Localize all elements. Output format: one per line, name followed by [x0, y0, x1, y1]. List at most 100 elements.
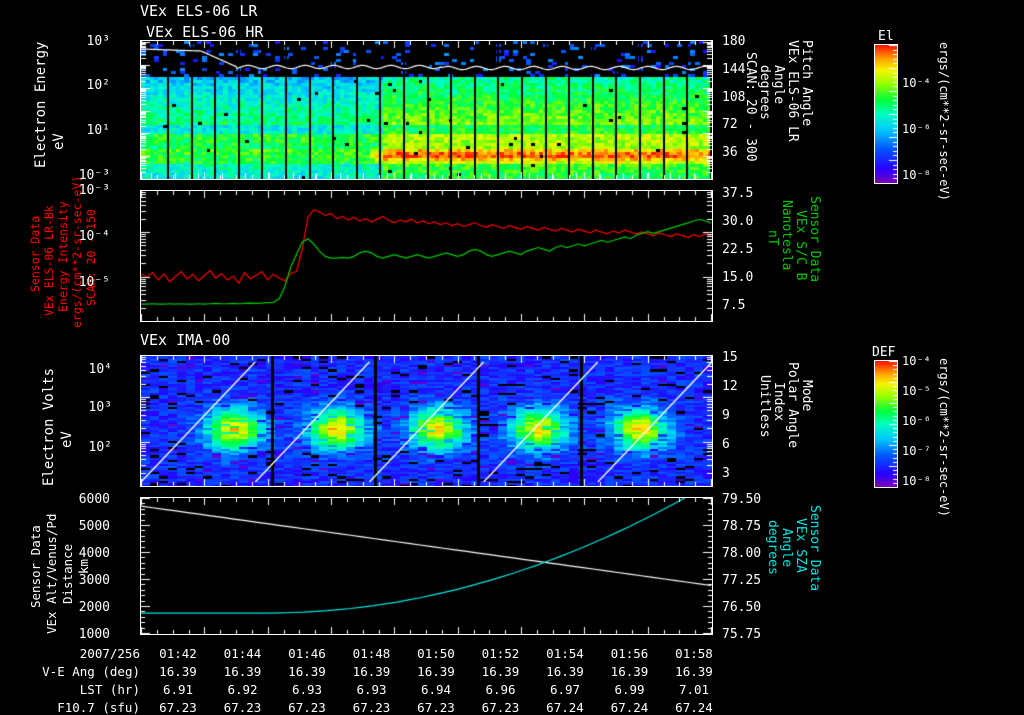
bottom-cell-time-5: 01:52	[481, 646, 520, 661]
panel2-right-label-1: Sensor Data	[807, 196, 822, 283]
panel2-rytick-2: 22.5	[722, 242, 754, 257]
panel3-spectrogram[interactable]	[140, 355, 713, 487]
bottom-cell-ve-ang-4: 16.39	[417, 664, 455, 679]
bottom-cell-lst-4: 6.94	[420, 682, 452, 697]
panel3-rytick-3: 6	[722, 437, 730, 452]
panel4-lineplot[interactable]	[140, 497, 713, 635]
panel2-right-label-2: VEx S/C B	[793, 210, 808, 281]
bottom-cell-time-6: 01:54	[546, 646, 584, 661]
panel3-right-label-1: Mode	[799, 380, 814, 412]
bottom-cell-ve-ang-2: 16.39	[288, 664, 326, 679]
panel3-rytick-2: 9	[722, 408, 730, 423]
panel1-ytick-2: 10¹	[86, 123, 110, 138]
panel1-right-label-5: SCAN: 20 - 300	[743, 52, 758, 162]
panel3-ytick-0: 10⁴	[88, 362, 112, 377]
bottom-cell-ve-ang-6: 16.39	[546, 664, 584, 679]
colorbar2-gradient	[874, 360, 898, 488]
panel2-rytick-1: 30.0	[722, 214, 754, 229]
panel4-ytick-4: 2000	[78, 600, 110, 615]
panel1-title-lr: VEx ELS-06 LR	[140, 2, 258, 20]
panel4-right-label-3: Angle	[779, 528, 794, 568]
panel4-rytick-0: 79.50	[722, 492, 762, 507]
panel3-y-axis-label: Electron Volts	[41, 367, 57, 486]
colorbar2-tick-4: 10⁻⁸	[902, 474, 931, 488]
bottom-cell-ve-ang-7: 16.39	[610, 664, 649, 679]
colorbar2-tick-0: 10⁻⁴	[902, 354, 931, 368]
panel4-ytick-2: 4000	[78, 546, 110, 561]
panel3-ytick-2: 10²	[88, 440, 112, 455]
bottom-cell-lst-8: 7.01	[678, 682, 710, 697]
panel3-right-label-2: Polar Angle	[785, 362, 800, 449]
bottom-row-label-0: 2007/256	[79, 646, 140, 661]
bottom-cell-lst-7: 6.99	[614, 682, 645, 697]
bottom-cell-ve-ang-8: 16.39	[675, 664, 713, 679]
panel4-left-label-1: Sensor Data	[28, 525, 43, 608]
panel2-rytick-0: 37.5	[722, 186, 754, 201]
panel3-rytick-1: 12	[722, 379, 738, 394]
panel2-ytick-1: 10⁻⁴	[78, 229, 110, 244]
panel2-ytick-2: 10⁻⁵	[78, 275, 110, 290]
bottom-cell-time-1: 01:44	[223, 646, 262, 661]
panel1-right-label-4: degrees	[757, 65, 772, 120]
panel3-right-label-4: Unitless	[757, 375, 772, 438]
bottom-cell-lst-2: 6.93	[291, 682, 323, 697]
colorbar2-tick-1: 10⁻⁵	[902, 384, 931, 398]
panel1-rytick-4: 36	[722, 145, 738, 160]
bottom-cell-ve-ang-3: 16.39	[352, 664, 391, 679]
bottom-cell-lst-1: 6.92	[227, 682, 258, 697]
panel2-lineplot[interactable]	[140, 190, 713, 322]
panel1-ytick-3: 10⁻³	[78, 168, 110, 183]
colorbar2-tick-3: 10⁻⁷	[902, 444, 931, 458]
panel4-ytick-5: 1000	[78, 627, 110, 642]
panel4-right-label-2: VEx SZA	[793, 518, 808, 573]
panel2-left-label-1: Sensor Data	[28, 215, 42, 292]
panel1-spectrogram[interactable]	[140, 40, 713, 180]
colorbar1-gradient	[874, 44, 898, 184]
panel4-rytick-2: 78.00	[722, 546, 762, 561]
panel1-y-axis-units: eV	[51, 133, 67, 150]
bottom-row-label-2: LST (hr)	[79, 682, 140, 697]
bottom-cell-lst-3: 6.93	[356, 682, 387, 697]
panel2-left-label-2: VEx ELS-06 LR-Bk	[42, 205, 56, 316]
panel2-rytick-4: 7.5	[722, 298, 746, 313]
panel1-rytick-2: 108	[722, 90, 746, 105]
colorbar1-tick-1: 10⁻⁶	[902, 122, 931, 136]
panel4-ytick-0: 6000	[78, 492, 110, 507]
bottom-cell-time-7: 01:56	[610, 646, 649, 661]
colorbar2-title: DEF	[872, 345, 896, 360]
panel1-ytick-0: 10³	[86, 34, 110, 49]
panel1-rytick-3: 72	[722, 117, 738, 132]
panel3-ytick-1: 10³	[88, 400, 112, 415]
bottom-cell-time-0: 01:42	[159, 646, 197, 661]
panel1-right-label-1: Pitch Angle	[799, 40, 814, 127]
bottom-cell-time-3: 01:48	[352, 646, 391, 661]
bottom-cell-ve-ang-0: 16.39	[159, 664, 197, 679]
panel4-rytick-5: 75.75	[722, 627, 762, 642]
bottom-cell-lst-5: 6.96	[485, 682, 516, 697]
panel4-right-label-1: Sensor Data	[807, 505, 822, 592]
panel4-rytick-3: 77.25	[722, 573, 762, 588]
panel1-right-label-2: VEx ELS-06 LR	[785, 40, 800, 142]
bottom-cell-lst-0: 6.91	[162, 682, 194, 697]
panel2-rytick-3: 15.0	[722, 270, 754, 285]
colorbar1-tick-0: 10⁻⁴	[902, 76, 931, 90]
panel2-ytick-0: 10⁻³	[78, 183, 110, 198]
panel3-rytick-0: 15	[722, 350, 738, 365]
panel2-left-label-3: Energy Intensity	[56, 201, 70, 312]
colorbar1-tick-2: 10⁻⁸	[902, 168, 931, 182]
panel2-left-label-4: ergs/(cm**2-sr-sec-eV)	[70, 175, 84, 328]
colorbar2-unit-label: ergs/(cm**2-sr-sec-eV)	[937, 358, 951, 517]
panel4-ytick-3: 3000	[78, 573, 110, 588]
colorbar1-unit-label: ergs/(cm**2-sr-sec-eV)	[937, 42, 951, 201]
panel4-rytick-1: 78.75	[722, 519, 762, 534]
bottom-cell-ve-ang-1: 16.39	[223, 664, 262, 679]
bottom-cell-time-8: 01:58	[675, 646, 713, 661]
panel4-rytick-4: 76.50	[722, 600, 762, 615]
bottom-cell-lst-6: 6.97	[549, 682, 581, 697]
panel1-right-label-3: Angle	[771, 65, 786, 105]
panel2-right-label-4: nT	[765, 230, 780, 246]
panel1-ytick-1: 10²	[86, 78, 110, 93]
bottom-cell-time-2: 01:46	[288, 646, 326, 661]
panel1-title-hr: VEx ELS-06 HR	[146, 23, 264, 41]
